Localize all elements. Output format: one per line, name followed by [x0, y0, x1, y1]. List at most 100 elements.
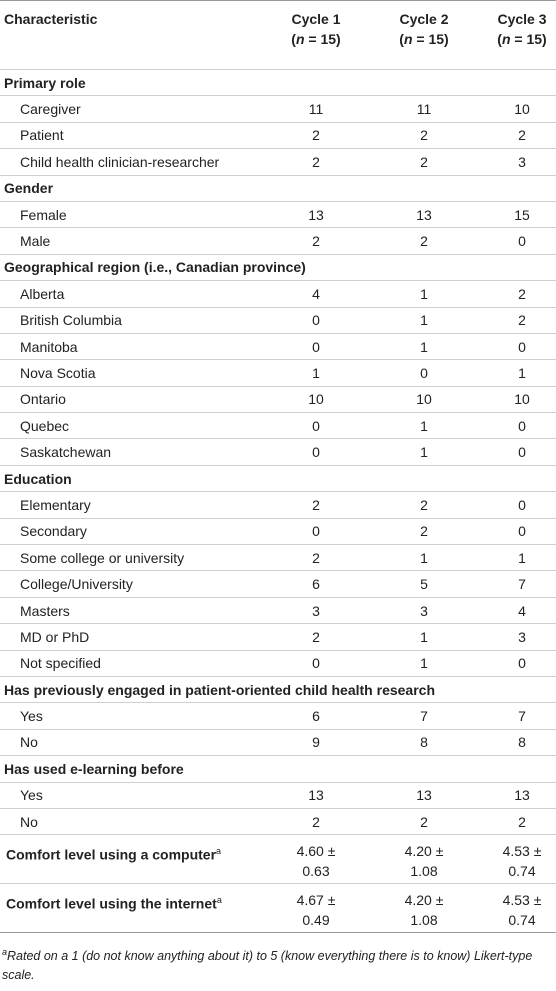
- data-row: Female 13 13 15: [0, 201, 556, 229]
- section-title: Education: [0, 465, 556, 493]
- value-cell: 2: [360, 148, 488, 176]
- summary-label: Comfort level using the internet: [6, 895, 217, 912]
- value-cell: 4.20 ± 1.08: [360, 883, 488, 934]
- row-label: Female: [0, 201, 272, 229]
- row-label: College/University: [0, 570, 272, 598]
- value-cell: 1: [360, 623, 488, 651]
- value-cell: 7: [488, 702, 556, 730]
- value-cell: 2: [272, 148, 360, 176]
- row-label: Elementary: [0, 491, 272, 519]
- value-cell: 2: [488, 808, 556, 836]
- row-label: Yes: [0, 702, 272, 730]
- data-row: Ontario 10 10 10: [0, 386, 556, 414]
- value-cell: 0: [272, 518, 360, 546]
- cycle-label: Cycle 2: [399, 11, 449, 27]
- data-row: Caregiver 11 11 10: [0, 95, 556, 123]
- value-cell: 10: [360, 386, 488, 414]
- value-cell: 0: [488, 650, 556, 677]
- summary-label-cell: Comfort level using a computera: [0, 834, 272, 885]
- value-cell: 1: [360, 307, 488, 334]
- value-cell: 13: [488, 782, 556, 809]
- row-label: Manitoba: [0, 333, 272, 361]
- data-row: No 2 2 2: [0, 808, 556, 836]
- row-label: Child health clinician-researcher: [0, 148, 272, 176]
- value-cell: 4.20 ± 1.08: [360, 834, 488, 885]
- data-row: College/University 6 5 7: [0, 570, 556, 598]
- value-cell: 13: [272, 201, 360, 229]
- row-label: Ontario: [0, 386, 272, 414]
- value-cell: 0: [488, 491, 556, 519]
- cycle-n: (n = 15): [364, 29, 484, 49]
- footnote-mark: a: [216, 895, 222, 906]
- cycle-label: Cycle 1: [291, 11, 341, 27]
- row-label: British Columbia: [0, 307, 272, 334]
- value-cell: 13: [272, 782, 360, 809]
- value-cell: 3: [488, 148, 556, 176]
- summary-label-cell: Comfort level using the interneta: [0, 883, 272, 934]
- section-title: Geographical region (i.e., Canadian prov…: [0, 254, 556, 282]
- mean-sd: 4.20 ± 1.08: [404, 843, 444, 880]
- value-cell: 3: [488, 623, 556, 651]
- table-header: Characteristic Cycle 1 (n = 15) Cycle 2 (n =…: [0, 0, 556, 70]
- data-row: Masters 3 3 4: [0, 597, 556, 625]
- value-cell: 3: [272, 597, 360, 625]
- row-label: No: [0, 729, 272, 757]
- n-symbol: n: [295, 31, 305, 47]
- header-cell: Characteristic: [0, 0, 272, 70]
- summary-label: Comfort level using a computer: [6, 846, 217, 863]
- value-cell: 2: [360, 227, 488, 255]
- data-row: Nova Scotia 1 0 1: [0, 359, 556, 387]
- summary-row: Comfort level using the interneta 4.67 ± …: [0, 883, 556, 934]
- value-cell: 10: [272, 386, 360, 414]
- data-row: British Columbia 0 1 2: [0, 307, 556, 334]
- section-row: Gender: [0, 175, 556, 202]
- value-cell: 2: [272, 491, 360, 519]
- value-cell: 10: [488, 95, 556, 123]
- section-row: Education: [0, 465, 556, 493]
- mean-sd: 4.67 ± 0.49: [296, 892, 336, 929]
- data-row: Saskatchewan 0 1 0: [0, 438, 556, 466]
- value-cell: 4.53 ± 0.74: [488, 883, 556, 934]
- data-row: No 9 8 8: [0, 729, 556, 757]
- section-row: Has previously engaged in patient-orient…: [0, 676, 556, 704]
- value-cell: 6: [272, 570, 360, 598]
- row-label: Some college or university: [0, 544, 272, 572]
- value-cell: 1: [360, 438, 488, 466]
- row-label: Nova Scotia: [0, 359, 272, 387]
- n-value: = 15): [412, 31, 449, 47]
- mean-sd: 4.53 ± 0.74: [502, 892, 542, 929]
- cycle-label: Cycle 3: [497, 11, 547, 27]
- header-cell: Cycle 2 (n = 15): [360, 0, 488, 70]
- value-cell: 0: [488, 412, 556, 440]
- row-label: Saskatchewan: [0, 438, 272, 466]
- cycle-n: (n = 15): [492, 29, 552, 49]
- value-cell: 8: [360, 729, 488, 757]
- data-row: Manitoba 0 1 0: [0, 333, 556, 361]
- value-cell: 1: [360, 280, 488, 308]
- value-cell: 2: [360, 808, 488, 836]
- data-row: Elementary 2 2 0: [0, 491, 556, 519]
- header-row: Characteristic Cycle 1 (n = 15) Cycle 2 (n =…: [0, 0, 556, 70]
- value-cell: 2: [272, 623, 360, 651]
- value-cell: 1: [360, 333, 488, 361]
- value-cell: 7: [360, 702, 488, 730]
- row-label: Masters: [0, 597, 272, 625]
- data-row: MD or PhD 2 1 3: [0, 623, 556, 651]
- footnote: aRated on a 1 (do not know anything abou…: [0, 933, 556, 985]
- value-cell: 4: [272, 280, 360, 308]
- value-cell: 1: [272, 359, 360, 387]
- row-label: Alberta: [0, 280, 272, 308]
- data-row: Yes 6 7 7: [0, 702, 556, 730]
- header-cell: Cycle 1 (n = 15): [272, 0, 360, 70]
- value-cell: 2: [272, 227, 360, 255]
- n-value: = 15): [304, 31, 341, 47]
- value-cell: 2: [272, 544, 360, 572]
- value-cell: 2: [360, 518, 488, 546]
- value-cell: 0: [272, 412, 360, 440]
- section-title: Primary role: [0, 69, 556, 97]
- cycle-n: (n = 15): [276, 29, 356, 49]
- value-cell: 2: [272, 808, 360, 836]
- value-cell: 2: [360, 491, 488, 519]
- row-label: Quebec: [0, 412, 272, 440]
